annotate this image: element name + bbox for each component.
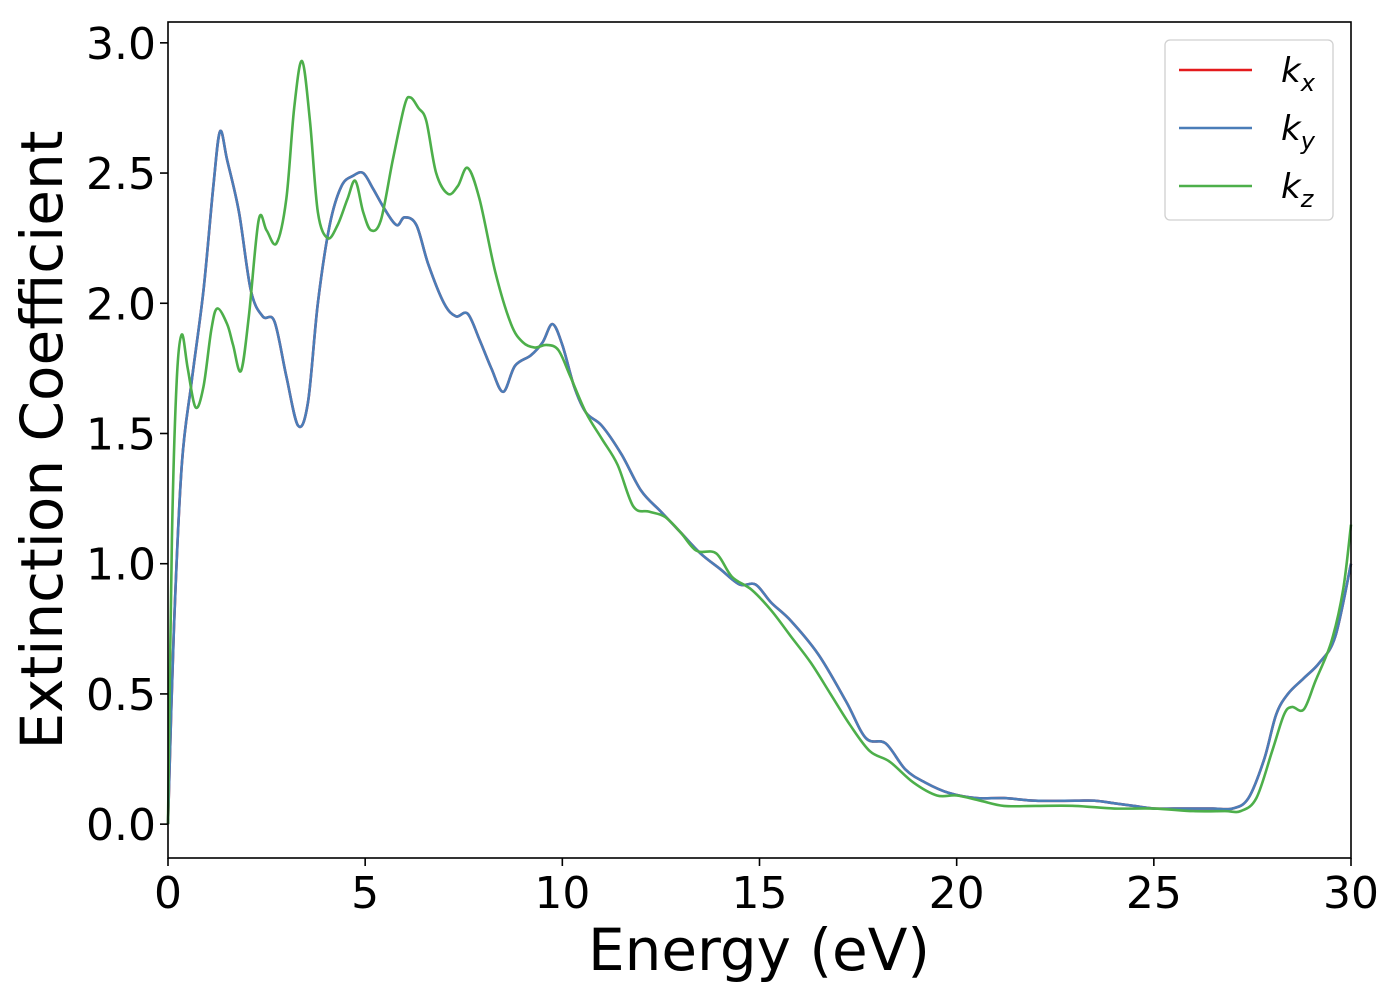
x-tick-label: 25 [1126, 868, 1182, 919]
y-tick-label: 0.0 [86, 800, 156, 851]
legend-label: kz [1281, 167, 1315, 213]
x-axis-title: Energy (eV) [588, 916, 930, 984]
legend: kx ky kz [1164, 39, 1334, 221]
legend-label: ky [1281, 109, 1316, 155]
series-layer [166, 59, 1353, 825]
legend-frame [1164, 39, 1334, 221]
legend-item-ky: ky [1179, 109, 1316, 155]
x-tick-label: 10 [534, 868, 590, 919]
legend-item-kx: kx [1179, 51, 1316, 97]
y-tick-label: 3.0 [86, 19, 156, 70]
legend-item-kz: kz [1179, 167, 1315, 213]
y-axis: 0.0 0.5 1.0 1.5 2.0 2.5 3.0 [86, 19, 168, 851]
x-tick-label: 5 [351, 868, 379, 919]
x-tick-label: 30 [1323, 868, 1379, 919]
y-tick-label: 1.0 [86, 540, 156, 591]
plot-background [168, 22, 1351, 858]
y-axis-title: Extinction Coefficient [8, 131, 76, 750]
y-tick-label: 2.5 [86, 149, 156, 200]
x-tick-label: 15 [732, 868, 788, 919]
y-tick-label: 1.5 [86, 409, 156, 460]
y-tick-label: 2.0 [86, 279, 156, 330]
x-tick-label: 0 [154, 868, 182, 919]
x-axis: 0 5 10 15 20 25 30 [154, 858, 1379, 919]
series-line-kz [166, 59, 1353, 825]
x-tick-label: 20 [929, 868, 985, 919]
legend-label: kx [1281, 51, 1316, 97]
y-tick-label: 0.5 [86, 670, 156, 721]
